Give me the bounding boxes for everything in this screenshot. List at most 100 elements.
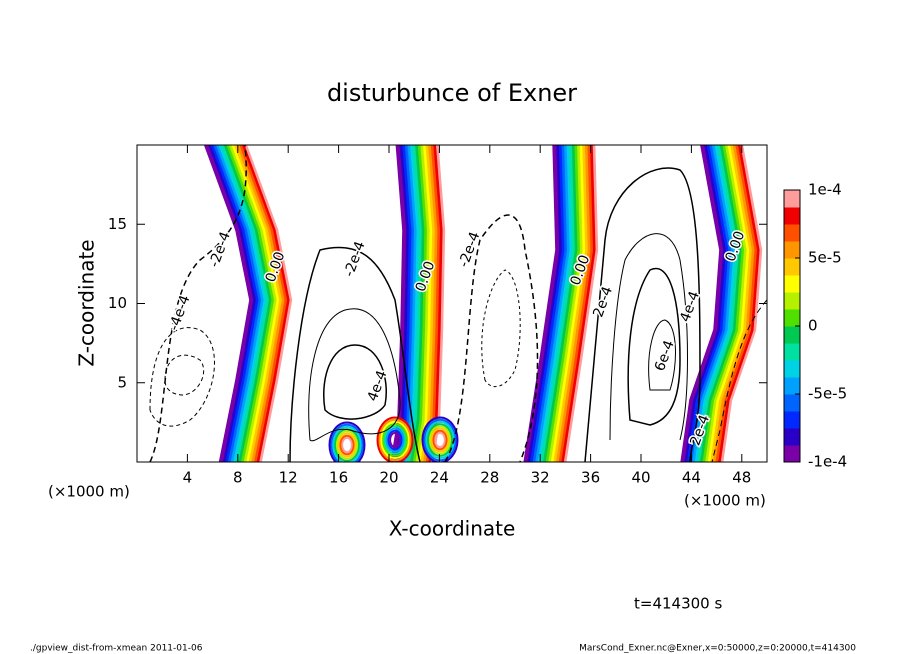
colorbar-cell (784, 309, 800, 327)
x-unit: (×1000 m) (48, 483, 130, 501)
field (203, 145, 763, 462)
y-tick-label: 5 (117, 373, 127, 391)
shade-band (237, 145, 288, 462)
contour-line (444, 214, 539, 462)
colorbar-cell (784, 207, 800, 225)
shade-band (533, 145, 570, 462)
footer-right: MarsCond_Exner.nc@Exner,x=0:50000,z=0:20… (579, 644, 856, 654)
shade-band (544, 145, 581, 462)
shade-blob (385, 427, 405, 453)
shade-band (693, 145, 737, 462)
contour-label: -2e-4 (456, 230, 484, 270)
shade-band (531, 145, 568, 462)
shade-band (682, 145, 726, 462)
shade-band (562, 145, 599, 462)
colorbar-cell (784, 377, 800, 395)
colorbar-cell (784, 275, 800, 293)
contour-line (481, 269, 521, 388)
colorbar-cell (784, 241, 800, 259)
x-tick-label: 4 (183, 469, 193, 487)
shade-band (216, 145, 267, 462)
shade-blob (378, 418, 412, 462)
contour-line (609, 233, 688, 441)
shade-band (240, 145, 290, 462)
shade-blob (337, 432, 357, 458)
shade-blob (423, 418, 457, 462)
shade-band (203, 145, 254, 462)
shade-band (235, 145, 285, 462)
shade-band (701, 145, 745, 462)
contour-line (711, 299, 767, 462)
shade-band (229, 145, 280, 462)
shade-band (541, 145, 578, 462)
contour-label: -2e-4 (206, 230, 234, 270)
contour-line (308, 308, 401, 442)
shade-blob (335, 430, 359, 460)
x-tick-label: 40 (631, 469, 650, 487)
shade-band (211, 145, 262, 462)
shade-blob (383, 425, 407, 455)
shade-blob (387, 429, 403, 451)
shade-band (209, 145, 259, 462)
colorbar-tick-label: 5e-5 (808, 249, 842, 267)
shade-blob (389, 431, 401, 449)
shade-blob (332, 425, 362, 462)
contour-line (164, 354, 205, 396)
shade-band (242, 145, 293, 462)
shade-blob (380, 420, 410, 460)
shade-band (219, 145, 269, 462)
contour-line (289, 246, 421, 462)
contour-label: 6e-4 (652, 338, 678, 373)
shade-blob (428, 425, 452, 455)
colorbar-cell (784, 343, 800, 361)
shade-band (554, 145, 591, 462)
colorbar-tick-label: 0 (808, 317, 818, 335)
shade-blob (381, 423, 409, 457)
colorbar-cell (784, 411, 800, 429)
shade-blob (339, 434, 355, 456)
colorbar-cell (784, 326, 800, 344)
x-tick-label: 24 (430, 469, 449, 487)
colorbar-cell (784, 394, 800, 412)
chart-title: disturbunce of Exner (327, 79, 577, 107)
shade-blob (434, 431, 446, 449)
contour-line (149, 145, 247, 462)
colorbar-tick-label: -1e-4 (808, 453, 847, 471)
shade-band (708, 145, 752, 462)
shade-band (227, 145, 277, 462)
shade-band (536, 145, 573, 462)
shade-band (413, 145, 430, 462)
shade-blob (330, 423, 364, 462)
contour-line (648, 319, 676, 391)
colorbar-cell (784, 292, 800, 310)
x-axis-label: X-coordinate (389, 517, 516, 541)
shade-band (690, 145, 734, 462)
shade-blob (432, 429, 448, 451)
shade-band (685, 145, 729, 462)
shade-band (698, 145, 742, 462)
shade-blob (421, 416, 459, 462)
x-tick-label: 16 (329, 469, 348, 487)
shade-band (222, 145, 272, 462)
x-tick-label: 20 (379, 469, 398, 487)
contour-line (584, 167, 701, 462)
shade-band (539, 145, 575, 462)
x-tick-label: 8 (233, 469, 243, 487)
shade-band (411, 145, 428, 462)
time-label: t=414300 s (634, 595, 722, 613)
shade-band (680, 145, 724, 462)
colorbar-cell (784, 428, 800, 446)
shade-band (546, 145, 583, 462)
contour-lines (149, 145, 767, 462)
shade-band (716, 145, 760, 462)
colorbar-cell (784, 445, 800, 463)
shade-band (214, 145, 264, 462)
shade-blob (430, 427, 450, 453)
shade-band (695, 145, 739, 462)
x-tick-label: 48 (732, 469, 751, 487)
colorbar-tick-label: -5e-5 (808, 385, 847, 403)
contour-label: 2e-4 (590, 284, 616, 319)
contour-label: -2e-4 (341, 239, 369, 279)
contour-label: -4e-4 (166, 293, 194, 333)
